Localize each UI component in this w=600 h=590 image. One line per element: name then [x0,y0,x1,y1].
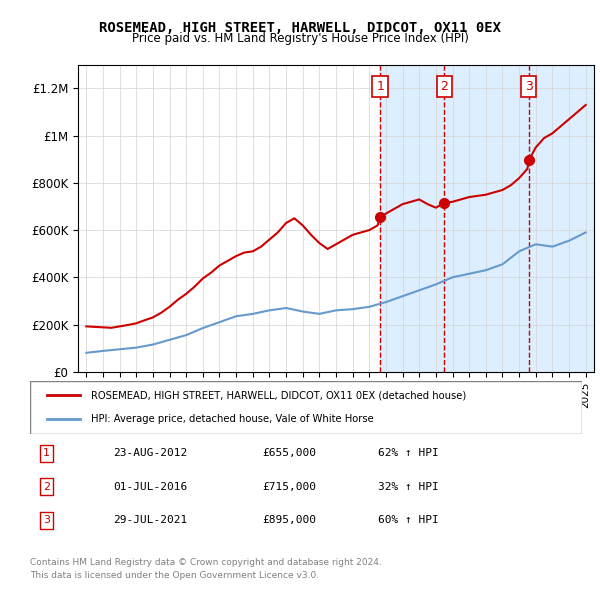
Bar [444,65,529,372]
Text: ROSEMEAD, HIGH STREET, HARWELL, DIDCOT, OX11 0EX: ROSEMEAD, HIGH STREET, HARWELL, DIDCOT, … [99,21,501,35]
Text: Price paid vs. HM Land Registry's House Price Index (HPI): Price paid vs. HM Land Registry's House … [131,32,469,45]
Text: 1: 1 [376,80,384,93]
Text: HPI: Average price, detached house, Vale of White Horse: HPI: Average price, detached house, Vale… [91,414,373,424]
Text: 01-JUL-2016: 01-JUL-2016 [113,482,187,491]
Text: £715,000: £715,000 [262,482,316,491]
Text: 3: 3 [43,515,50,525]
Text: 2: 2 [440,80,448,93]
Bar [380,65,444,372]
Text: £895,000: £895,000 [262,515,316,525]
Text: This data is licensed under the Open Government Licence v3.0.: This data is licensed under the Open Gov… [30,571,319,580]
Text: 2: 2 [43,482,50,491]
Text: 3: 3 [525,80,533,93]
Text: 32% ↑ HPI: 32% ↑ HPI [378,482,439,491]
Text: 29-JUL-2021: 29-JUL-2021 [113,515,187,525]
Bar [529,65,594,372]
Text: £655,000: £655,000 [262,448,316,458]
Text: 23-AUG-2012: 23-AUG-2012 [113,448,187,458]
Text: 62% ↑ HPI: 62% ↑ HPI [378,448,439,458]
Text: 1: 1 [43,448,50,458]
FancyBboxPatch shape [30,381,582,434]
Text: Contains HM Land Registry data © Crown copyright and database right 2024.: Contains HM Land Registry data © Crown c… [30,558,382,566]
Text: ROSEMEAD, HIGH STREET, HARWELL, DIDCOT, OX11 0EX (detached house): ROSEMEAD, HIGH STREET, HARWELL, DIDCOT, … [91,391,466,401]
Text: 60% ↑ HPI: 60% ↑ HPI [378,515,439,525]
